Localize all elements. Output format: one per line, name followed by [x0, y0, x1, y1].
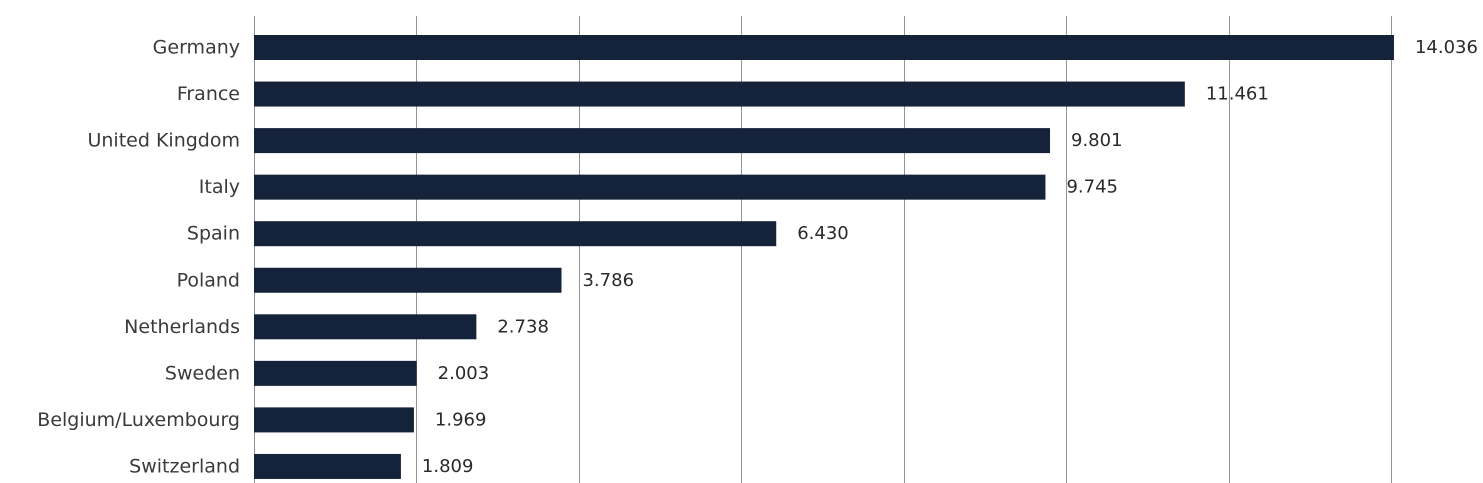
category-label: Netherlands [124, 316, 240, 338]
category-labels: Germany France United Kingdom Italy Spain Pol… [37, 37, 240, 478]
value-label: 2.738 [497, 316, 549, 337]
value-label: 1.969 [435, 409, 487, 430]
bar [254, 360, 417, 386]
value-label: 11.461 [1206, 84, 1269, 105]
value-label: 1.809 [422, 456, 474, 477]
category-label: United Kingdom [87, 130, 240, 152]
category-label: Poland [177, 269, 240, 291]
value-label: 6.430 [797, 223, 849, 244]
bar [254, 128, 1051, 154]
bar [254, 35, 1394, 60]
category-label: Italy [199, 176, 240, 198]
category-label: Sweden [165, 362, 240, 384]
value-label: 9.801 [1071, 130, 1123, 151]
bar [254, 314, 477, 340]
category-label: France [177, 83, 240, 105]
bar [254, 407, 414, 433]
value-label: 14.036 [1415, 37, 1478, 58]
value-label: 3.786 [582, 270, 634, 291]
category-label: Spain [187, 223, 240, 245]
bar [254, 81, 1185, 107]
category-label: Switzerland [129, 455, 240, 477]
bar [254, 221, 777, 247]
value-label: 9.745 [1066, 177, 1118, 198]
bar [254, 174, 1046, 200]
category-label: Belgium/Luxembourg [37, 409, 240, 431]
category-label: Germany [153, 37, 240, 59]
bars [254, 35, 1394, 479]
bar [254, 267, 562, 293]
value-labels: 14.036 11.461 9.801 9.745 6.430 3.786 2.738 2.0… [422, 37, 1478, 477]
value-label: 2.003 [438, 363, 490, 384]
bar [254, 453, 401, 479]
